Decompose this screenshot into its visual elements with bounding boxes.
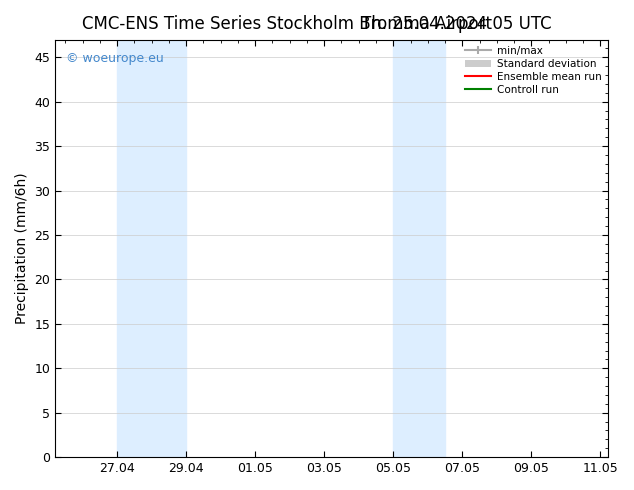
Bar: [117, 40, 186, 457]
Text: CMC-ENS Time Series Stockholm Bromma Airport: CMC-ENS Time Series Stockholm Bromma Air…: [82, 15, 493, 33]
Bar: [393, 40, 445, 457]
Text: © woeurope.eu: © woeurope.eu: [67, 52, 164, 65]
Text: Th. 25.04.2024 05 UTC: Th. 25.04.2024 05 UTC: [361, 15, 552, 33]
Legend: min/max, Standard deviation, Ensemble mean run, Controll run: min/max, Standard deviation, Ensemble me…: [461, 42, 605, 99]
Y-axis label: Precipitation (mm/6h): Precipitation (mm/6h): [15, 172, 29, 324]
